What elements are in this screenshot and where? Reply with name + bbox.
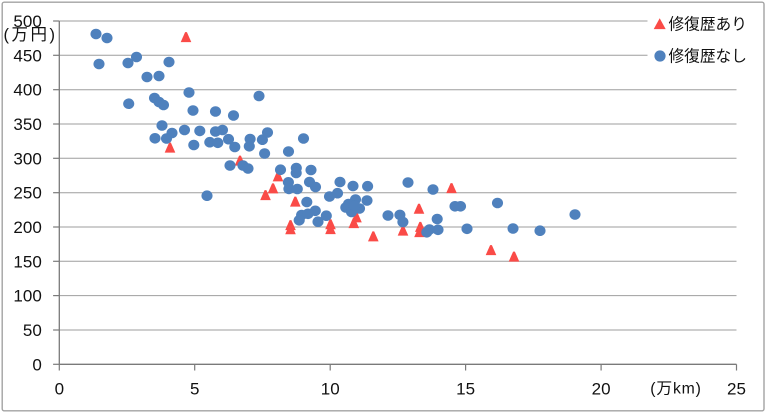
svg-text:300: 300 xyxy=(13,149,41,168)
svg-text:0: 0 xyxy=(55,380,64,399)
svg-text:0: 0 xyxy=(32,355,41,374)
svg-text:修復歴あり: 修復歴あり xyxy=(669,16,747,34)
svg-text:350: 350 xyxy=(13,115,41,134)
svg-text:500: 500 xyxy=(13,12,41,31)
svg-text:(万円): (万円) xyxy=(4,26,58,44)
svg-text:100: 100 xyxy=(13,287,41,306)
svg-text:200: 200 xyxy=(13,218,41,237)
svg-text:250: 250 xyxy=(13,184,41,203)
svg-text:400: 400 xyxy=(13,81,41,100)
svg-text:10: 10 xyxy=(321,380,340,399)
svg-text:5: 5 xyxy=(190,380,199,399)
svg-text:修復歴なし: 修復歴なし xyxy=(669,48,747,66)
svg-text:(万km): (万km) xyxy=(650,381,701,398)
svg-text:450: 450 xyxy=(13,46,41,65)
svg-text:15: 15 xyxy=(456,380,475,399)
svg-text:50: 50 xyxy=(23,321,42,340)
svg-text:25: 25 xyxy=(727,380,746,399)
svg-text:20: 20 xyxy=(592,380,611,399)
svg-text:150: 150 xyxy=(13,252,41,271)
